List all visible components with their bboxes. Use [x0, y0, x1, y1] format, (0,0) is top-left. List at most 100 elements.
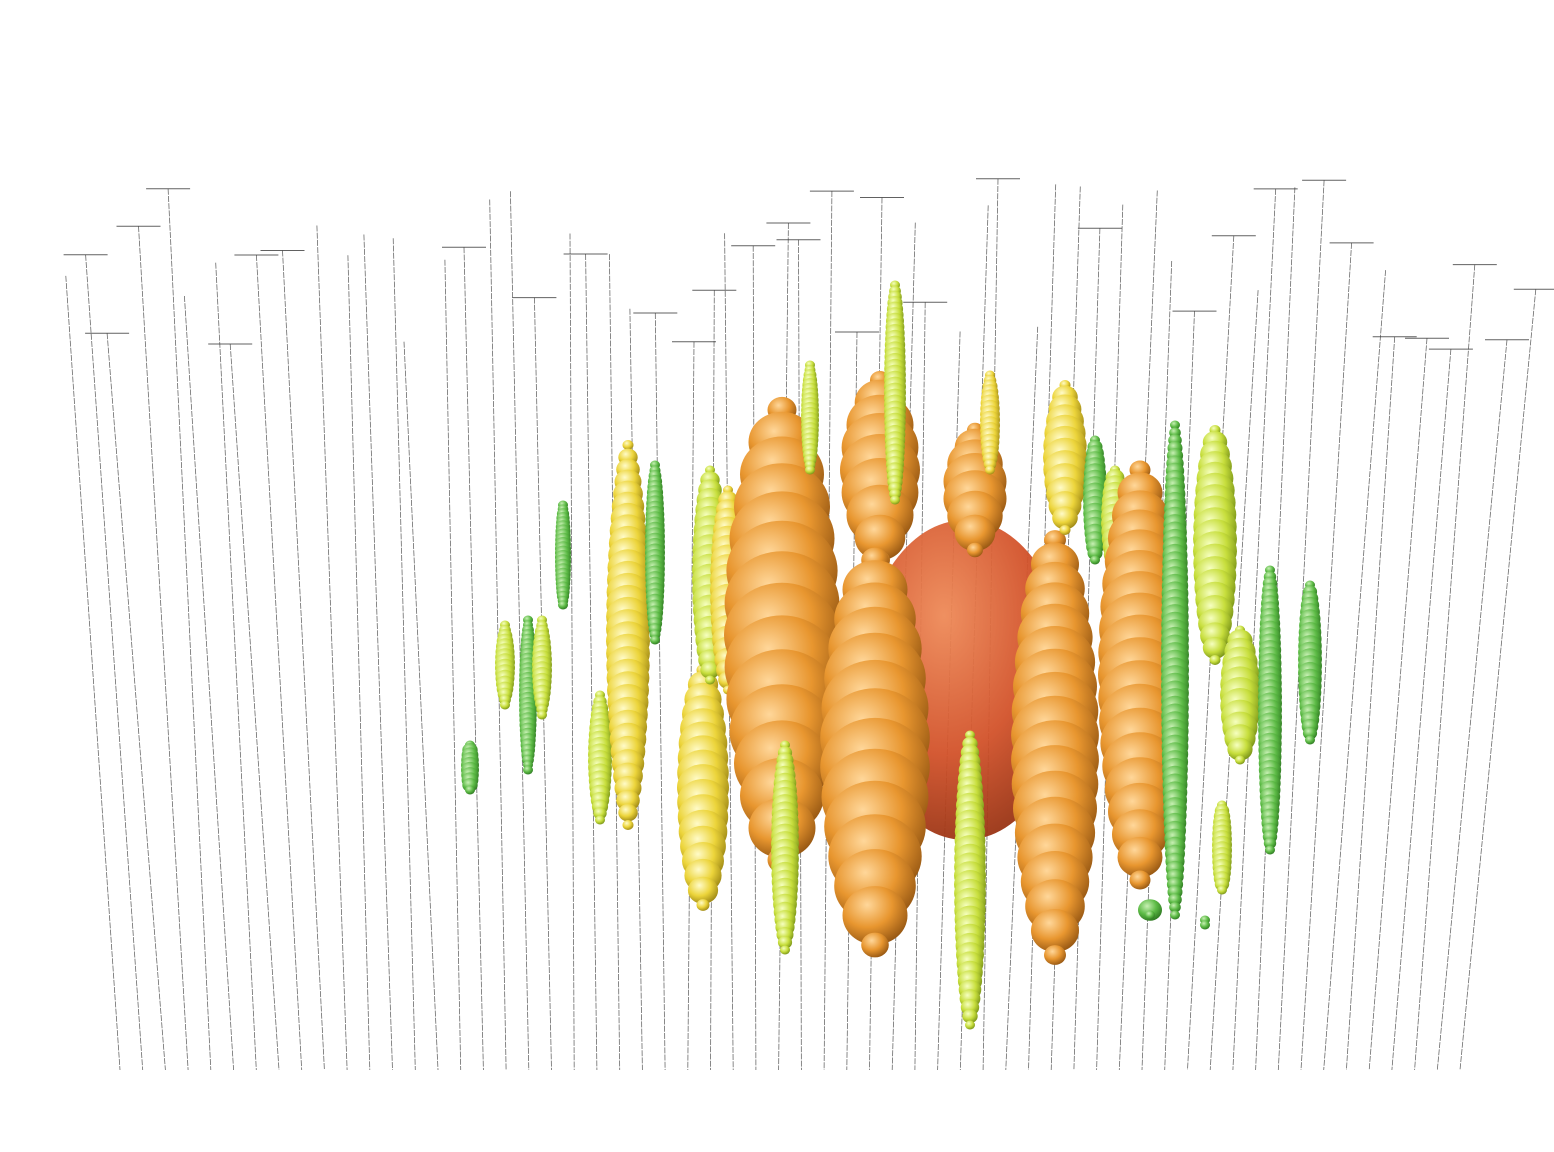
- hit-cluster: [461, 740, 479, 795]
- hit-sphere: [1227, 737, 1253, 761]
- detector-string: [1277, 180, 1325, 1071]
- hit-sphere: [854, 514, 906, 561]
- hit-cluster: [677, 664, 729, 911]
- hit-sphere: [687, 876, 719, 904]
- hit-sphere: [1117, 836, 1163, 878]
- hit-cluster: [771, 740, 799, 955]
- hit-sphere: [1044, 945, 1066, 965]
- hit-sphere: [696, 899, 710, 911]
- hit-cluster: [1258, 565, 1282, 855]
- hit-sphere: [1305, 735, 1315, 745]
- hit-cluster: [1043, 380, 1087, 535]
- hit-cluster: [555, 500, 571, 610]
- detector-string: [85, 254, 144, 1071]
- hit-cluster: [1083, 435, 1107, 565]
- hit-sphere: [595, 815, 605, 825]
- detector-string: [184, 295, 234, 1071]
- hit-sphere: [965, 730, 975, 740]
- detector-string: [363, 234, 393, 1071]
- detector-string: [1346, 336, 1396, 1071]
- hit-sphere: [1168, 893, 1182, 906]
- hit-sphere: [1217, 885, 1227, 895]
- hit-cluster: [1298, 580, 1322, 745]
- detector-string: [569, 233, 575, 1071]
- hit-sphere: [537, 710, 547, 720]
- hit-cluster: [980, 370, 1000, 475]
- detector-string: [1459, 289, 1537, 1071]
- detector-string: [1232, 188, 1277, 1071]
- hit-cluster: [1212, 800, 1232, 895]
- hit-sphere: [965, 1020, 975, 1030]
- hit-sphere: [1090, 555, 1100, 565]
- hit-cluster: [1193, 425, 1237, 665]
- hit-sphere: [705, 675, 715, 685]
- hit-sphere: [622, 820, 634, 830]
- detector-string: [510, 191, 530, 1071]
- hit-cluster: [884, 280, 906, 505]
- hit-sphere: [1302, 727, 1318, 740]
- detector-string: [167, 188, 212, 1071]
- detector-string: [629, 308, 643, 1071]
- hit-sphere: [1031, 909, 1079, 953]
- hit-sphere: [1263, 837, 1277, 849]
- detector-string: [654, 312, 666, 1071]
- hit-sphere: [1209, 655, 1221, 665]
- detector-string: [138, 226, 189, 1071]
- hit-sphere: [805, 465, 815, 475]
- hit-sphere: [1202, 636, 1228, 659]
- hit-sphere: [700, 661, 720, 679]
- detector-string: [65, 275, 121, 1071]
- hit-cluster: [1161, 420, 1189, 920]
- detector-string: [392, 238, 416, 1071]
- hit-sphere: [523, 765, 533, 775]
- hit-sphere: [1170, 420, 1180, 430]
- hit-cluster: [532, 615, 552, 720]
- hit-sphere: [1265, 845, 1275, 855]
- hit-cluster: [1138, 899, 1162, 921]
- hit-sphere: [1138, 899, 1162, 921]
- hit-sphere: [842, 886, 908, 945]
- hit-cluster: [820, 547, 930, 958]
- hit-sphere: [465, 785, 475, 795]
- detector-string: [982, 178, 999, 1071]
- hit-cluster: [943, 422, 1007, 558]
- hit-sphere: [1170, 910, 1180, 920]
- hit-cluster: [724, 396, 840, 874]
- detector-string: [215, 262, 257, 1071]
- hit-sphere: [1169, 902, 1181, 913]
- detector-string: [444, 259, 462, 1071]
- hit-cluster: [606, 440, 650, 830]
- hit-sphere: [954, 514, 996, 552]
- hit-sphere: [861, 932, 889, 958]
- hit-sphere: [1052, 506, 1078, 530]
- detector-string: [229, 343, 280, 1071]
- hit-sphere: [1129, 870, 1151, 890]
- hit-sphere: [1235, 755, 1245, 765]
- detector-string: [1414, 264, 1476, 1071]
- hit-clusters: [461, 280, 1322, 1030]
- hit-sphere: [962, 1009, 978, 1024]
- hit-sphere: [618, 804, 638, 822]
- hit-sphere: [1200, 920, 1210, 930]
- detector-string: [106, 333, 166, 1071]
- detector-string: [316, 225, 348, 1071]
- hit-cluster: [1098, 460, 1182, 890]
- hit-cluster: [1220, 625, 1260, 765]
- hit-cluster: [645, 460, 665, 645]
- hit-sphere: [985, 465, 995, 475]
- hit-sphere: [1087, 546, 1103, 560]
- hit-sphere: [593, 807, 607, 820]
- hit-cluster: [1011, 530, 1099, 965]
- hit-cluster: [519, 615, 537, 775]
- hit-sphere: [780, 945, 790, 955]
- hit-cluster: [1200, 915, 1210, 930]
- hit-sphere: [558, 600, 568, 610]
- detector-string: [1300, 242, 1352, 1071]
- hit-sphere: [650, 635, 660, 645]
- hit-sphere: [500, 700, 510, 710]
- detector-string: [256, 254, 303, 1071]
- hit-sphere: [1059, 525, 1071, 535]
- hit-cluster: [588, 690, 612, 825]
- hit-sphere: [967, 542, 983, 558]
